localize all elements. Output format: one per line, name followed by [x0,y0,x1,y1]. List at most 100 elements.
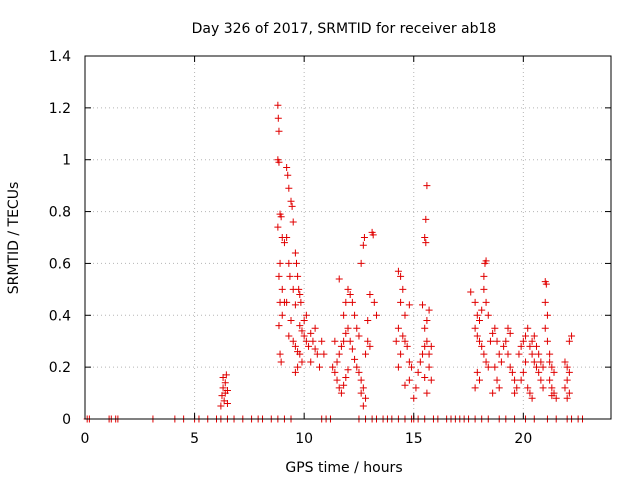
data-point [522,332,530,340]
data-point [493,376,501,384]
data-point [399,332,407,340]
data-point [508,368,516,376]
data-point [484,363,492,371]
data-point [298,358,306,366]
data-point [346,291,354,299]
data-point [275,127,283,135]
data-point [539,363,547,371]
data-point [471,324,479,332]
y-tick-label: 1.4 [49,49,71,65]
data-point [412,384,420,392]
data-point [342,298,350,306]
data-point [369,231,377,239]
data-point [546,376,554,384]
data-point [535,350,543,358]
data-point [297,298,305,306]
data-point [482,298,490,306]
data-point [278,311,286,319]
x-tick-label: 20 [514,431,532,447]
data-point [296,322,304,330]
data-point [292,259,300,267]
data-point [517,342,525,350]
data-point [565,337,573,345]
data-point [478,342,486,350]
data-point [329,363,337,371]
data-point [561,358,569,366]
data-point [276,259,284,267]
data-point [502,337,510,345]
data-point [473,332,481,340]
data-point [489,389,497,397]
data-point [405,358,413,366]
data-point [550,368,558,376]
data-point [482,358,490,366]
data-point [366,291,374,299]
data-point [419,301,427,309]
data-point [274,101,282,109]
data-point [486,337,494,345]
chart-title: Day 326 of 2017, SRMTID for receiver ab1… [192,21,497,37]
x-tick-labels: 0 5 10 15 20 [81,431,533,447]
data-point [294,272,302,280]
data-point [405,301,413,309]
data-point [532,342,540,350]
x-tick-label: 5 [190,431,199,447]
data-point [563,394,571,402]
data-point [563,376,571,384]
data-point [526,342,534,350]
data-point [495,350,503,358]
data-point [275,158,283,166]
data-point [397,272,405,280]
data-point [276,350,284,358]
data-point [399,285,407,293]
data-point [359,241,367,249]
data-point [392,337,400,345]
data-point [548,384,556,392]
data-point [311,324,319,332]
data-point [491,363,499,371]
data-point [335,384,343,392]
data-point [537,376,545,384]
y-tick-label: 0.6 [49,256,71,272]
data-point [568,332,576,340]
data-point [515,350,523,358]
data-point [473,368,481,376]
data-point [394,324,402,332]
data-point [480,285,488,293]
data-point [284,171,292,179]
data-point [419,350,427,358]
data-point [333,376,341,384]
data-point [300,332,308,340]
data-point [480,272,488,280]
data-point [289,218,297,226]
data-point [513,384,521,392]
y-tick-label: 0.2 [49,360,71,376]
x-tick-label: 10 [295,431,313,447]
data-point [421,234,429,241]
data-point [519,337,527,345]
data-point [360,234,368,241]
data-point [359,402,367,410]
data-point [524,324,532,332]
data-point [427,376,435,384]
data-point [320,350,328,358]
data-point [288,202,296,210]
data-point [337,389,345,397]
data-point [530,358,538,366]
data-point [530,332,538,340]
data-point [528,394,536,402]
data-point [552,394,560,402]
data-point [302,337,310,345]
data-point [511,389,519,397]
data-point [421,374,429,382]
data-point [394,267,402,275]
data-point [219,384,227,392]
plot-frame [84,55,612,420]
x-tick-label: 15 [405,431,423,447]
data-point [401,337,409,345]
data-point [506,329,514,337]
data-point [300,316,308,324]
data-point [425,306,433,314]
data-point [362,350,370,358]
data-point [548,392,556,400]
